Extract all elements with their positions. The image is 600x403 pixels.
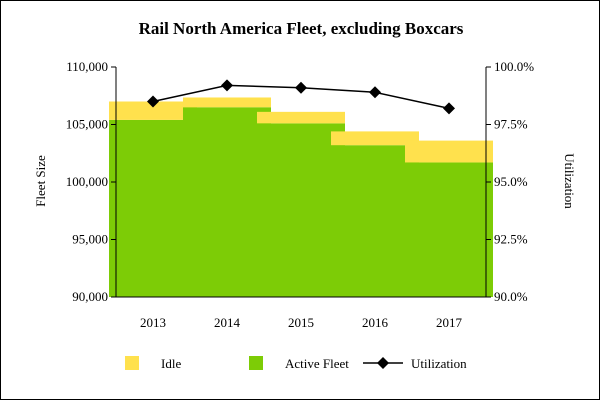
y-tick-label: 110,000	[66, 59, 108, 74]
x-tick-label: 2016	[362, 315, 389, 330]
bar-idle-2016	[331, 131, 419, 146]
y-tick-label: 105,000	[66, 117, 108, 132]
y2-tick-label: 100.0%	[494, 59, 534, 74]
bar-active-2014	[183, 107, 271, 297]
bar-idle-2014	[183, 97, 271, 108]
bar-active-2016	[331, 145, 419, 297]
y-tick-label: 90,000	[72, 289, 108, 304]
utilization-point-2013	[147, 95, 159, 108]
y2-axis-label: Utilization	[562, 153, 577, 209]
y-tick-label: 100,000	[66, 174, 108, 189]
bar-active-2015	[257, 123, 345, 297]
x-tick-label: 2017	[436, 315, 463, 330]
y2-tick-label: 90.0%	[494, 289, 528, 304]
utilization-point-2017	[443, 102, 455, 115]
utilization-point-2015	[295, 81, 307, 94]
y-axis-label: Fleet Size	[33, 155, 48, 207]
bar-idle-2015	[257, 111, 345, 124]
y2-tick-label: 95.0%	[494, 174, 528, 189]
x-tick-label: 2015	[288, 315, 314, 330]
legend-swatch-active	[249, 356, 263, 370]
utilization-point-2016	[369, 86, 381, 99]
bar-active-2017	[405, 162, 493, 297]
legend-swatch-idle	[125, 356, 139, 370]
legend-label-utilization: Utilization	[411, 356, 467, 371]
x-tick-label: 2013	[140, 315, 166, 330]
legend-marker-utilization	[377, 357, 389, 369]
legend-label-active: Active Fleet	[285, 356, 349, 371]
utilization-point-2014	[221, 79, 233, 92]
y2-tick-label: 92.5%	[494, 232, 528, 247]
bar-idle-2017	[405, 140, 493, 163]
y-tick-label: 95,000	[72, 232, 108, 247]
bar-idle-2013	[109, 101, 197, 120]
legend-label-idle: Idle	[161, 356, 181, 371]
bar-active-2013	[109, 119, 197, 298]
x-tick-label: 2014	[214, 315, 241, 330]
y2-tick-label: 97.5%	[494, 117, 528, 132]
chart-title: Rail North America Fleet, excluding Boxc…	[139, 19, 464, 38]
